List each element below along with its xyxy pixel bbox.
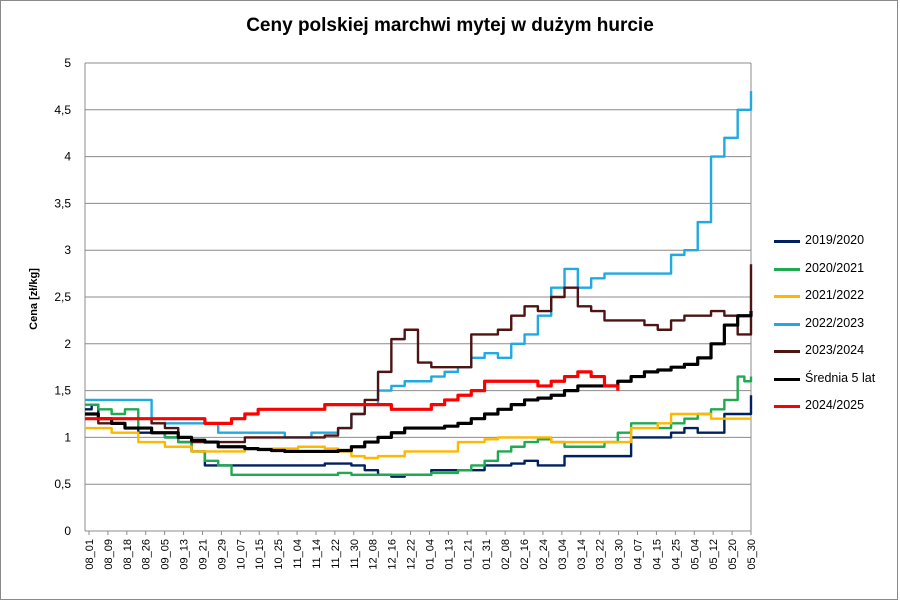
y-tick-label: 2,5 [54,290,71,304]
legend-swatch [774,322,800,326]
y-tick-label: 3 [64,243,71,257]
y-tick-label: 0,5 [54,477,71,491]
legend-label: Średnia 5 lat [805,370,876,385]
x-tick-label: 11_04 [292,539,304,569]
y-tick-label: 2 [64,337,71,351]
y-tick-label: 5 [64,56,71,70]
y-tick-label: 3,5 [54,196,71,210]
x-tick-label: 05_12 [708,539,720,570]
x-tick-label: 05_30 [746,539,758,570]
y-tick-label: 4,5 [54,103,71,117]
x-tick-label: 03_14 [576,539,588,570]
legend-item: 2023/2024 [774,343,899,359]
legend-swatch [774,295,800,298]
series-line-2021-2022 [85,412,751,460]
x-tick-label: 04_25 [670,539,682,570]
gridlines [85,62,751,532]
legend-swatch [774,240,800,243]
x-tick-label: 04_15 [651,539,663,570]
x-tick-label: 12_08 [368,539,380,570]
x-tick-label: 08_18 [122,539,134,570]
legend-item: 2021/2022 [774,288,899,304]
legend-item: 2022/2023 [774,316,899,332]
series-line-2022-2023 [85,91,753,439]
x-tick-label: 08_26 [141,539,153,570]
y-tick-label: 1,5 [54,384,71,398]
legend-swatch [774,405,800,408]
series-line-2020-2021 [85,375,753,477]
series-line-2024-2025 [85,370,620,425]
legend-label: 2019/2020 [805,233,865,247]
legend-item: 2019/2020 [774,233,899,249]
x-tick-label: 01_04 [424,539,436,570]
series-line--rednia-5-lat [85,311,753,454]
y-tick-label: 4 [64,150,71,164]
x-tick-label: 11_14 [311,539,323,569]
legend-label: 2024/2025 [805,398,865,412]
legend-label: 2022/2023 [805,315,865,330]
y-tick-label: 1 [64,430,71,444]
x-tick-label: 11_22 [330,539,342,569]
legend-swatch [774,377,800,381]
legend-label: 2021/2022 [805,288,865,302]
legend-label: 2020/2021 [805,260,865,275]
x-tick-label: 09_21 [197,539,209,570]
series-lines [85,91,753,478]
x-tick-label: 02_24 [538,539,550,570]
x-tick-label: 01_21 [462,539,474,570]
y-axis-label: Cena [zł/kg] [28,268,40,330]
x-tick-label: 03_04 [557,539,569,570]
x-tick-label: 03_30 [614,539,626,570]
legend-swatch [774,350,800,353]
x-tick-label: 02_08 [500,539,512,570]
x-tick-label: 03_22 [595,539,607,570]
series-line-2023-2024 [85,264,753,444]
legend-item: 2020/2021 [774,261,899,277]
chart-title: Ceny polskiej marchwi mytej w dużym hurc… [246,15,654,36]
x-tick-label: 05_04 [689,539,701,570]
x-tick-label: 08_01 [84,539,96,570]
x-tick-label: 08_09 [103,539,115,570]
legend-item: Średnia 5 lat [774,371,899,387]
legend-label: 2023/2024 [805,343,865,357]
x-tick-label: 09_05 [160,539,172,570]
axes: 0 0,5 1 1,5 2 2,5 3 3,5 4 4,5 5 08_01 08_09 08_18 08_2… [54,56,758,570]
x-tick-label: 02_16 [519,539,531,570]
x-tick-label: 05_20 [727,539,739,570]
x-tick-label: 01_31 [481,539,493,570]
x-tick-label: 10_15 [254,539,266,570]
x-tick-label: 12_22 [406,539,418,570]
y-tick-label: 0 [64,524,71,538]
legend-item: 2024/2025 [774,398,899,414]
x-tick-label: 04_07 [633,539,645,570]
x-tick-label: 10_07 [235,539,247,570]
x-tick-label: 09_29 [216,539,228,570]
x-tick-label: 09_13 [179,539,191,570]
legend-swatch [774,267,800,271]
x-tick-label: 11_30 [349,539,361,569]
x-tick-label: 12_16 [387,539,399,570]
x-tick-label: 01_13 [443,539,455,570]
x-tick-label: 10_25 [273,539,285,570]
